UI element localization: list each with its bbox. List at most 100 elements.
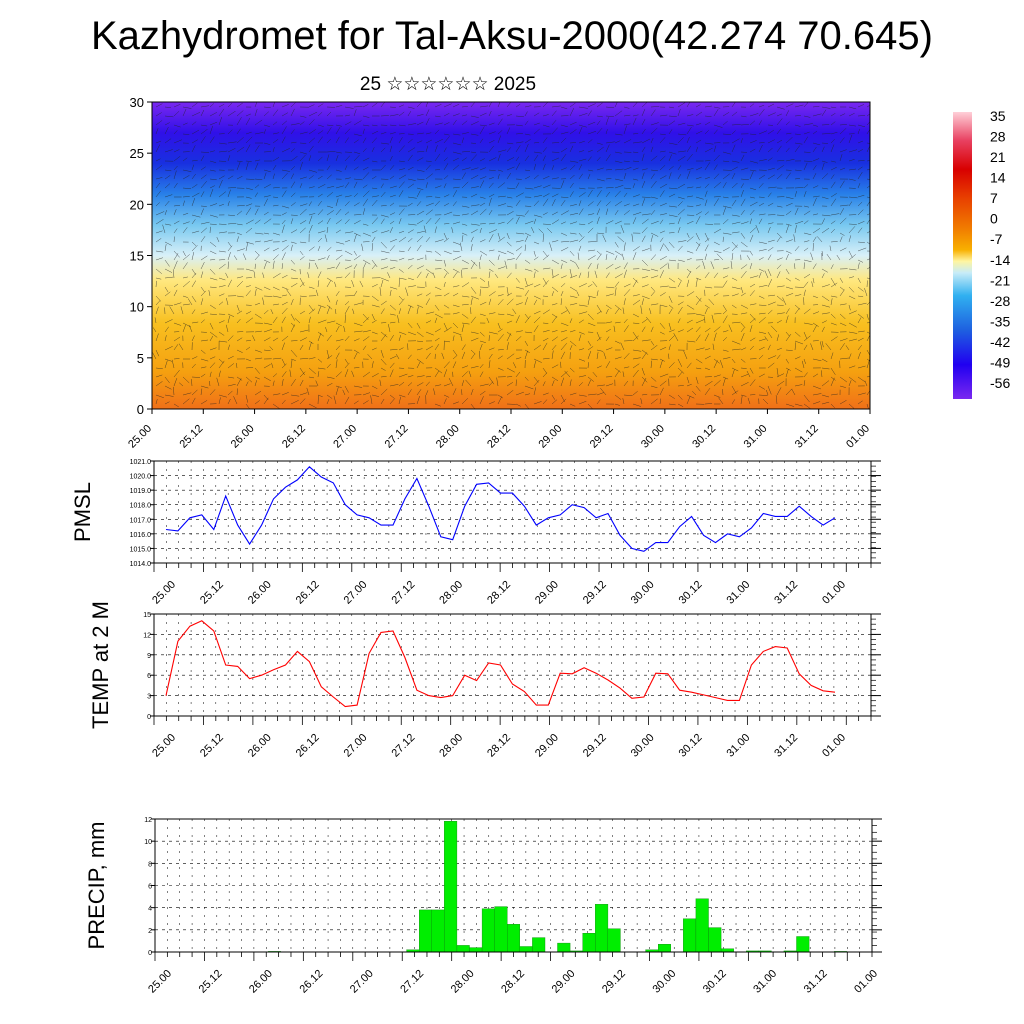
pmsl-x-tick-label: 26.00 [246,579,274,607]
pmsl-x-tick-label: 25.00 [150,579,178,607]
temp-x-tick-label: 25.00 [150,732,178,760]
temp-x-tick-label: 31.12 [772,732,800,760]
pmsl-x-tick-label: 27.00 [342,579,370,607]
colorbar-tick-label: -14 [990,252,1010,268]
pmsl-x-tick-label: 26.12 [294,579,322,607]
precip-axis-title: PRECIP, mm [84,822,109,950]
temperature-colorbar: 35 28 21 14 7 0 -7 -14 -21 -28 -35 -42 -49 -56 [953,108,1010,399]
precip-bar [595,904,609,953]
pmsl-frame [153,460,872,564]
precip-y-tick-label: 12 [144,817,152,824]
temp-2m-chart-panel: 0 3 6 9 12 15 25.00 25.12 26.00 26.12 27.00 27.12 28… [88,601,881,760]
temp-x-tick-label: 28.12 [485,732,513,760]
pmsl-x-tick-label: 25.12 [198,579,226,607]
temp-x-tick-label: 27.00 [342,732,370,760]
pmsl-x-tick-label: 28.12 [485,579,513,607]
heatmap-field [152,102,870,409]
temp-x-tick-label: 28.00 [437,732,465,760]
heatmap-x-tick-label: 28.00 [434,423,462,451]
pmsl-x-tick-label: 28.00 [437,579,465,607]
pmsl-series-line [165,466,836,552]
heatmap-x-tick-label: 28.12 [485,423,513,451]
heatmap-y-tick-label: 25 [130,146,144,161]
precip-bar [507,924,521,953]
pmsl-y-tick-label: 1020.0 [130,474,152,481]
temp-x-tick-label: 01.00 [820,732,848,760]
pmsl-axis-title: PMSL [70,482,95,542]
temp-x-tick-label: 27.12 [389,732,417,760]
page-subtitle: 25 ☆☆☆☆☆☆ 2025 [359,74,537,95]
pmsl-y-tick-label: 1019.0 [130,488,152,495]
pmsl-x-tick-label: 30.12 [677,579,705,607]
heatmap-x-tick-label: 30.00 [639,423,667,451]
colorbar-tick-label: 35 [990,108,1006,124]
temp-x-tick-label: 29.12 [581,732,609,760]
colorbar-tick-label: 28 [990,129,1006,145]
heatmap-y-tick-label: 15 [130,249,144,264]
precip-bar [557,942,571,953]
pmsl-x-tick-label: 27.12 [389,579,417,607]
precip-y-tick-label: 2 [148,928,152,935]
pmsl-y-tick-label: 1018.0 [130,503,152,510]
pmsl-x-tick-label: 31.12 [772,579,800,607]
temp-y-tick-label: 3 [147,694,151,701]
precip-bar [796,936,810,953]
temp-series-line [165,620,836,708]
pmsl-x-tick-label: 01.00 [820,579,848,607]
precip-bar [708,927,722,953]
precip-x-tick-label: 31.12 [802,968,830,996]
precip-y-tick-label: 10 [144,839,152,846]
temp-y-tick-label: 12 [143,632,151,639]
precip-x-tick-label: 30.00 [650,968,678,996]
heatmap-fill [152,102,870,409]
precip-bar [658,944,672,953]
heatmap-x-tick-label: 31.12 [793,423,821,451]
heatmap-y-tick-label: 0 [137,402,144,417]
temp-frame [153,613,872,717]
heatmap-x-tick-label: 31.00 [742,423,770,451]
temp-y-tick-label: 15 [143,612,151,619]
temp-x-tick-label: 25.12 [198,732,226,760]
colorbar-tick-label: -49 [990,354,1010,370]
heatmap-y-tick-label: 30 [130,95,144,110]
precip-bar [469,947,483,953]
colorbar-tick-label: -42 [990,334,1010,350]
precip-x-tick-label: 25.00 [146,968,174,996]
page-title: Kazhydromet for Tal-Aksu-2000(42.274 70.… [91,14,933,58]
temp-x-tick-label: 26.00 [246,732,274,760]
precip-bar [532,937,546,953]
precip-bar [481,908,495,953]
heatmap-x-tick-label: 27.12 [383,423,411,451]
precip-y-tick-label: 6 [148,884,152,891]
precip-bar [431,909,445,953]
heatmap-y-tick-label: 20 [130,197,144,212]
heatmap-y-tick-label: 5 [137,351,144,366]
heatmap-x-tick-label: 25.00 [126,423,154,451]
pmsl-y-tick-label: 1015.0 [130,546,152,553]
pmsl-x-tick-label: 30.00 [629,579,657,607]
precip-x-tick-label: 28.00 [449,968,477,996]
precip-x-tick-label: 29.12 [600,968,628,996]
temp-x-tick-label: 30.00 [629,732,657,760]
precip-bar [607,928,621,953]
temp-x-tick-label: 30.12 [677,732,705,760]
precip-bar [695,898,709,953]
colorbar-tick-label: -35 [990,313,1010,329]
precip-x-tick-label: 27.12 [398,968,426,996]
colorbar-tick-label: -28 [990,293,1010,309]
heatmap-x-tick-label: 26.00 [229,423,257,451]
colorbar-tick-label: -7 [990,231,1003,247]
precip-y-tick-label: 0 [148,950,152,957]
precip-x-tick-label: 29.00 [550,968,578,996]
precip-bar [456,945,470,953]
heatmap-x-tick-label: 01.00 [844,423,872,451]
upper-air-heatmap-panel: 0 5 10 15 20 25 30 25.00 25.12 26.00 26.12 27.00 27.… [126,95,872,451]
precip-y-tick-label: 4 [148,906,152,913]
pmsl-x-tick-label: 29.00 [533,579,561,607]
temp-y-tick-label: 6 [147,673,151,680]
precip-x-tick-label: 30.12 [701,968,729,996]
precip-x-tick-label: 26.12 [297,968,325,996]
pmsl-x-tick-label: 31.00 [724,579,752,607]
precip-chart-panel: 0 2 4 6 8 10 12 25.00 25.12 26.00 26.12 27.00 27.12 2… [84,817,882,996]
